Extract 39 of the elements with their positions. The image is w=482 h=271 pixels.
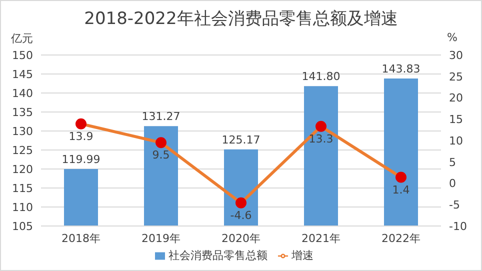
data-label: 9.5 — [152, 148, 170, 162]
y-tick-label: 110 — [12, 200, 33, 214]
data-label: -4.6 — [230, 208, 252, 222]
y-axis-title: 亿元 — [11, 31, 33, 46]
y2-tick-label: 25 — [449, 70, 463, 84]
y-tick-label: 120 — [12, 162, 33, 176]
y2-tick-label: 10 — [449, 134, 463, 148]
x-tick-label: 2018年 — [62, 232, 100, 245]
data-label: 125.17 — [222, 133, 260, 146]
legend-label: 增速 — [292, 249, 314, 262]
data-label: 13.3 — [308, 132, 334, 146]
chart-title: 2018-2022年社会消费品零售总额及增速 — [83, 8, 399, 30]
y2-tick-label: -10 — [449, 220, 467, 233]
data-label: 131.27 — [142, 110, 180, 124]
data-label: 141.80 — [302, 70, 340, 84]
y-tick-label: 105 — [12, 220, 33, 233]
y2-tick-label: 15 — [449, 113, 463, 126]
x-tick-label: 2022年 — [382, 232, 420, 245]
data-label: 1.4 — [392, 183, 410, 196]
y-tick-label: 115 — [12, 182, 33, 195]
y-tick-label: 135 — [12, 106, 33, 119]
y2-tick-label: -5 — [449, 198, 460, 212]
y-tick-label: 130 — [12, 124, 33, 138]
data-label: 13.9 — [68, 130, 94, 143]
y2-tick-label: 20 — [449, 92, 463, 105]
y-tick-label: 145 — [12, 68, 33, 81]
x-tick-label: 2019年 — [142, 232, 180, 245]
y2-tick-label: 0 — [449, 177, 456, 190]
y2-tick-label: 30 — [449, 48, 463, 62]
legend-label: 社会消费品零售总额 — [168, 249, 268, 262]
y2-tick-label: 5 — [449, 156, 456, 169]
data-label: 119.99 — [62, 153, 100, 166]
y-tick-label: 125 — [12, 144, 33, 157]
x-tick-label: 2020年 — [222, 232, 260, 245]
y-tick-label: 150 — [12, 48, 33, 62]
data-label: 143.83 — [382, 62, 420, 76]
y-tick-label: 140 — [12, 86, 33, 100]
y2-axis-title: % — [447, 31, 458, 44]
x-tick-label: 2021年 — [302, 232, 340, 245]
